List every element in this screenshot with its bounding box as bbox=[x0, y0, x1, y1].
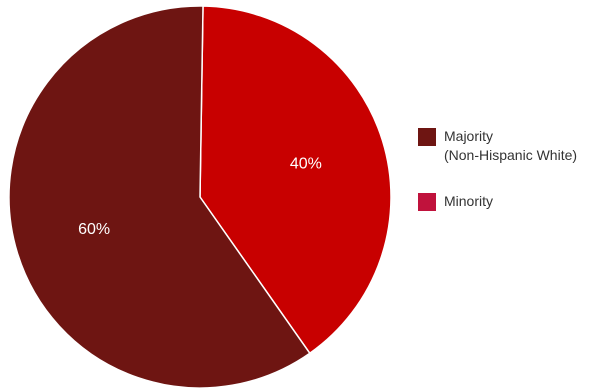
legend-swatch-majority bbox=[418, 128, 436, 146]
pie-slice-majority bbox=[8, 5, 311, 389]
pie-value-labels: 40% 60% bbox=[78, 156, 322, 238]
pie-slice-minority bbox=[199, 5, 392, 355]
legend: Majority (Non-Hispanic White) Minority bbox=[418, 128, 577, 211]
legend-label-majority: Majority bbox=[444, 128, 493, 144]
pie-slices bbox=[8, 5, 392, 389]
legend-label-minority: Minority bbox=[444, 193, 493, 209]
legend-item-majority: Majority (Non-Hispanic White) bbox=[418, 128, 577, 163]
pie-label-minority: 40% bbox=[290, 156, 322, 173]
pie-label-majority: 60% bbox=[78, 221, 110, 238]
legend-item-minority: Minority bbox=[418, 193, 493, 211]
legend-swatch-minority bbox=[418, 193, 436, 211]
legend-label-majority-line2: (Non-Hispanic White) bbox=[444, 147, 577, 163]
